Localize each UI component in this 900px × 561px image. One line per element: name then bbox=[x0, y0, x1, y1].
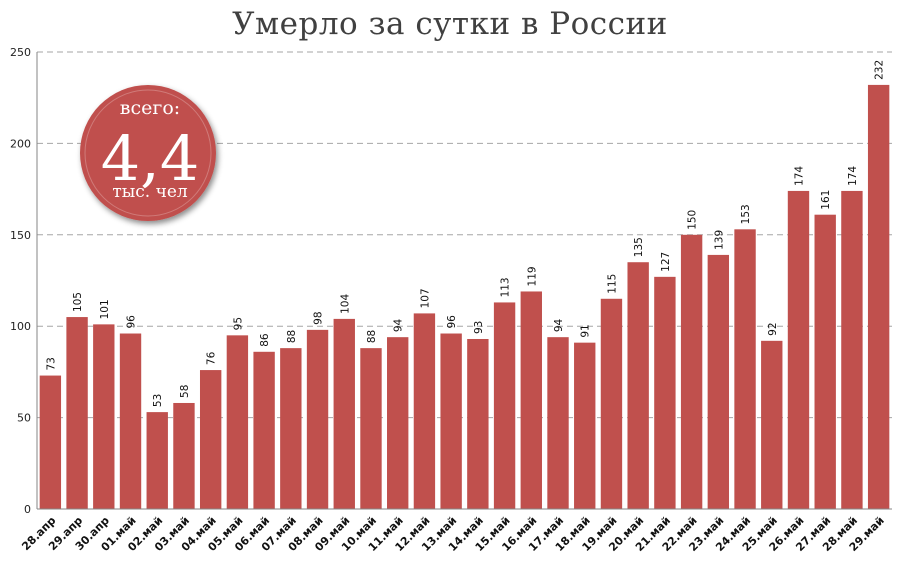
data-label: 105 bbox=[72, 292, 84, 312]
bar bbox=[199, 370, 222, 509]
bar bbox=[680, 234, 703, 510]
data-label: 139 bbox=[713, 230, 725, 250]
bar bbox=[841, 190, 863, 510]
bar bbox=[146, 412, 168, 509]
bar bbox=[413, 313, 436, 509]
bar bbox=[707, 254, 730, 509]
data-label: 88 bbox=[286, 330, 298, 343]
data-label: 113 bbox=[500, 277, 512, 297]
bar bbox=[119, 333, 142, 509]
bar bbox=[173, 402, 195, 509]
y-tick-label: 100 bbox=[10, 320, 31, 333]
total-badge-value: 4,4 bbox=[101, 122, 200, 195]
bar bbox=[93, 324, 115, 509]
bar bbox=[306, 329, 329, 509]
total-badge-unit: тыс. чел bbox=[112, 182, 188, 202]
bar bbox=[253, 351, 275, 509]
bar bbox=[600, 298, 623, 509]
data-label: 161 bbox=[820, 190, 832, 210]
total-badge-ring bbox=[84, 89, 212, 217]
total-badge: всего: 4,4 тыс. чел bbox=[80, 85, 216, 221]
bar bbox=[627, 262, 649, 509]
data-label: 107 bbox=[419, 288, 431, 308]
data-label: 150 bbox=[687, 210, 699, 230]
data-label: 96 bbox=[126, 315, 138, 329]
bar bbox=[654, 276, 676, 509]
data-label: 104 bbox=[339, 294, 351, 314]
bars bbox=[39, 84, 890, 510]
bar bbox=[547, 337, 569, 509]
bar bbox=[867, 84, 890, 510]
data-label: 92 bbox=[767, 322, 779, 335]
data-label: 58 bbox=[179, 385, 191, 398]
total-badge-caption: всего: bbox=[120, 97, 180, 119]
bar bbox=[574, 342, 596, 509]
bar bbox=[280, 348, 302, 509]
data-label: 94 bbox=[553, 318, 565, 332]
y-tick-label: 50 bbox=[17, 412, 31, 425]
data-label: 93 bbox=[473, 321, 485, 334]
data-label: 153 bbox=[740, 204, 752, 224]
data-label: 91 bbox=[580, 324, 592, 337]
bar bbox=[520, 291, 542, 509]
chart-title: Умерло за сутки в России bbox=[232, 6, 668, 42]
y-tick-label: 250 bbox=[10, 46, 31, 59]
data-label: 88 bbox=[366, 330, 378, 343]
data-label: 115 bbox=[606, 274, 618, 294]
data-label: 174 bbox=[793, 166, 805, 186]
bar bbox=[493, 302, 516, 509]
bar bbox=[467, 338, 489, 509]
bar bbox=[360, 348, 382, 509]
data-label: 94 bbox=[393, 318, 405, 332]
data-label: 53 bbox=[152, 394, 164, 407]
bar bbox=[761, 340, 783, 509]
y-tick-label: 150 bbox=[10, 229, 31, 242]
data-label: 135 bbox=[633, 237, 645, 257]
bar bbox=[39, 375, 62, 509]
bar bbox=[814, 214, 836, 509]
total-badge-circle bbox=[80, 85, 216, 221]
bar bbox=[787, 190, 810, 510]
data-label: 73 bbox=[45, 357, 57, 370]
data-label: 76 bbox=[206, 351, 218, 365]
data-label: 232 bbox=[874, 60, 886, 80]
data-label: 86 bbox=[259, 333, 271, 347]
bar bbox=[387, 337, 409, 509]
data-label: 119 bbox=[526, 266, 538, 286]
data-label: 96 bbox=[446, 315, 458, 329]
bar bbox=[440, 333, 462, 509]
y-tick-label: 0 bbox=[24, 503, 31, 516]
data-label: 98 bbox=[313, 311, 325, 324]
bar bbox=[226, 335, 249, 509]
data-label: 101 bbox=[99, 299, 111, 319]
data-label: 127 bbox=[660, 252, 672, 272]
data-label: 174 bbox=[847, 166, 859, 186]
bar bbox=[734, 229, 756, 510]
data-labels: 73 105 101 96 53 58 76 95 86 88 98 104 88 94 107 96 93 11… bbox=[45, 60, 885, 407]
bar bbox=[66, 317, 88, 509]
bar bbox=[333, 318, 355, 509]
data-label: 95 bbox=[232, 317, 244, 330]
y-tick-label: 200 bbox=[10, 137, 31, 150]
